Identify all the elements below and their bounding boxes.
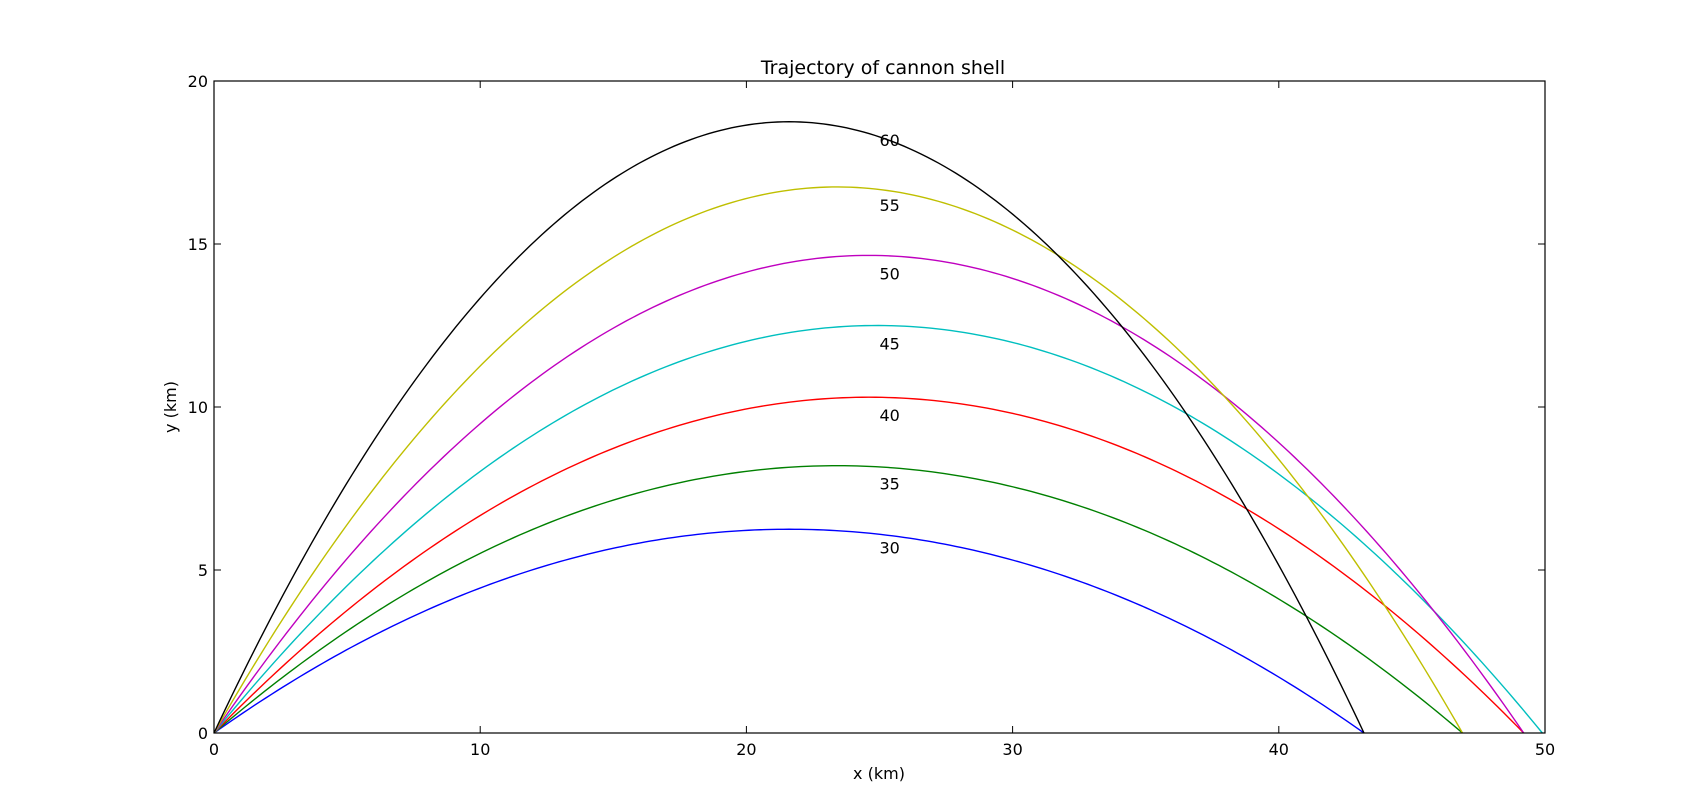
trajectory-line-30: [213, 528, 1365, 734]
y-tick-label: 5: [198, 561, 208, 580]
trajectory-line-55: [213, 186, 1464, 734]
x-tick-label: 10: [470, 740, 490, 759]
y-axis-ticks: 0 5 10 15 20: [188, 72, 1545, 743]
y-tick-label: 10: [188, 398, 208, 417]
y-axis-label: y (km): [161, 381, 180, 433]
curve-labels: 30 35 40 45 50 55 60: [880, 131, 900, 558]
y-tick-label: 15: [188, 235, 208, 254]
x-tick-label: 40: [1269, 740, 1289, 759]
x-axis-label: x (km): [853, 764, 905, 783]
curve-label-60: 60: [880, 131, 900, 150]
curve-label-30: 30: [880, 538, 900, 557]
curve-label-35: 35: [880, 475, 900, 494]
trajectory-line-35: [213, 464, 1463, 734]
x-tick-label: 0: [209, 740, 219, 759]
y-tick-label: 0: [198, 724, 208, 743]
curve-label-40: 40: [880, 406, 900, 425]
trajectory-line-40: [213, 396, 1525, 734]
x-tick-label: 20: [736, 740, 756, 759]
x-tick-label: 30: [1002, 740, 1022, 759]
curve-label-50: 50: [880, 264, 900, 283]
trajectory-line-45: [213, 324, 1543, 734]
curve-label-55: 55: [880, 196, 900, 215]
trajectory-curves: [213, 121, 1543, 734]
trajectory-line-60: [213, 121, 1365, 734]
trajectory-line-50: [213, 254, 1525, 734]
x-tick-label: 50: [1535, 740, 1555, 759]
curve-label-45: 45: [880, 335, 900, 354]
y-tick-label: 20: [188, 72, 208, 91]
x-axis-ticks: 0 10 20 30 40 50: [209, 81, 1555, 759]
chart-title: Trajectory of cannon shell: [760, 57, 1005, 79]
